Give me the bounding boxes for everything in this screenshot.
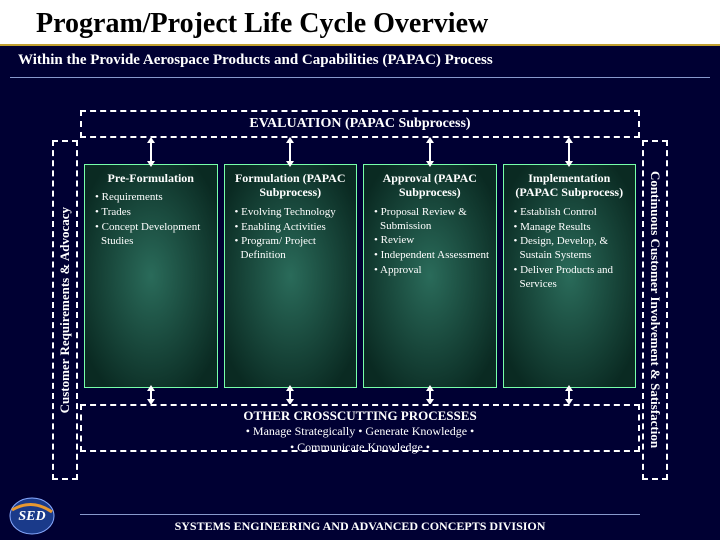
phase-bullet: Program/ Project Definition	[233, 235, 351, 263]
footer-text: SYSTEMS ENGINEERING AND ADVANCED CONCEPT…	[80, 514, 640, 534]
phase-bullet: Establish Control	[512, 206, 630, 220]
right-rail-label: Continuous Customer Involvement & Satisf…	[647, 171, 663, 448]
arrow-icon	[289, 389, 291, 401]
phase-bullet: Concept Development Studies	[93, 221, 211, 249]
page-subtitle: Within the Provide Aerospace Products an…	[0, 46, 720, 75]
page-title: Program/Project Life Cycle Overview	[0, 0, 720, 46]
other-processes-title: OTHER CROSSCUTTING PROCESSES	[82, 408, 638, 424]
right-rail: Continuous Customer Involvement & Satisf…	[642, 140, 668, 480]
phase-bullet: Approval	[372, 264, 490, 278]
arrow-icon	[568, 141, 570, 163]
other-processes-bar: OTHER CROSSCUTTING PROCESSES • Manage St…	[80, 404, 640, 452]
other-processes-items: • Manage Strategically • Generate Knowle…	[82, 424, 638, 455]
phase-bullets: Evolving TechnologyEnabling ActivitiesPr…	[231, 206, 351, 263]
phase-title: Implementation (PAPAC Subprocess)	[510, 171, 630, 200]
sed-logo: SED	[6, 490, 58, 536]
phase-bullet: Trades	[93, 206, 211, 220]
phase-bullet: Evolving Technology	[233, 206, 351, 220]
left-rail-label: Customer Requirements & Advocacy	[57, 207, 73, 413]
arrow-icon	[429, 389, 431, 401]
phase-title: Approval (PAPAC Subprocess)	[370, 171, 490, 200]
phase-box: Pre-Formulation RequirementsTradesConcept…	[84, 164, 218, 388]
divider	[10, 77, 710, 78]
left-rail: Customer Requirements & Advocacy	[52, 140, 78, 480]
phase-bullet: Design, Develop, & Sustain Systems	[512, 235, 630, 263]
phase-bullet: Review	[372, 234, 490, 248]
phase-box: Implementation (PAPAC Subprocess) Establi…	[503, 164, 637, 388]
svg-text:SED: SED	[18, 509, 45, 524]
arrow-icon	[150, 389, 152, 401]
phase-bullet: Enabling Activities	[233, 221, 351, 235]
phase-bullet: Deliver Products and Services	[512, 264, 630, 292]
phase-bullet: Manage Results	[512, 221, 630, 235]
phase-bullets: RequirementsTradesConcept Development St…	[91, 191, 211, 248]
phase-bullet: Proposal Review & Submission	[372, 206, 490, 234]
phase-box: Formulation (PAPAC Subprocess) Evolving T…	[224, 164, 358, 388]
arrow-icon	[289, 141, 291, 163]
arrow-icon	[568, 389, 570, 401]
evaluation-bar: EVALUATION (PAPAC Subprocess)	[80, 110, 640, 138]
phase-title: Formulation (PAPAC Subprocess)	[231, 171, 351, 200]
phase-row: Pre-Formulation RequirementsTradesConcept…	[84, 164, 636, 388]
phase-bullets: Establish ControlManage ResultsDesign, D…	[510, 206, 630, 292]
phase-bullet: Independent Assessment	[372, 249, 490, 263]
arrow-icon	[429, 141, 431, 163]
phase-bullet: Requirements	[93, 191, 211, 205]
phase-box: Approval (PAPAC Subprocess) Proposal Revi…	[363, 164, 497, 388]
phase-title: Pre-Formulation	[91, 171, 211, 185]
arrow-icon	[150, 141, 152, 163]
phase-bullets: Proposal Review & SubmissionReviewIndepe…	[370, 206, 490, 278]
lifecycle-diagram: EVALUATION (PAPAC Subprocess) Customer R…	[60, 110, 660, 480]
